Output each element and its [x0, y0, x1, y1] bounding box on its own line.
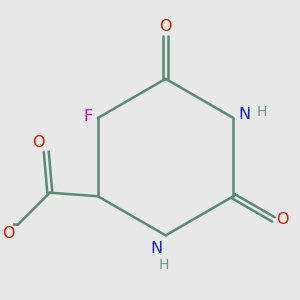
Text: H: H	[159, 259, 169, 272]
Text: O: O	[2, 226, 15, 242]
Text: H: H	[256, 105, 267, 118]
Text: O: O	[276, 212, 289, 227]
Text: N: N	[150, 241, 162, 256]
Text: O: O	[32, 135, 44, 150]
Text: N: N	[238, 107, 250, 122]
Text: F: F	[83, 109, 92, 124]
Text: O: O	[159, 20, 172, 34]
